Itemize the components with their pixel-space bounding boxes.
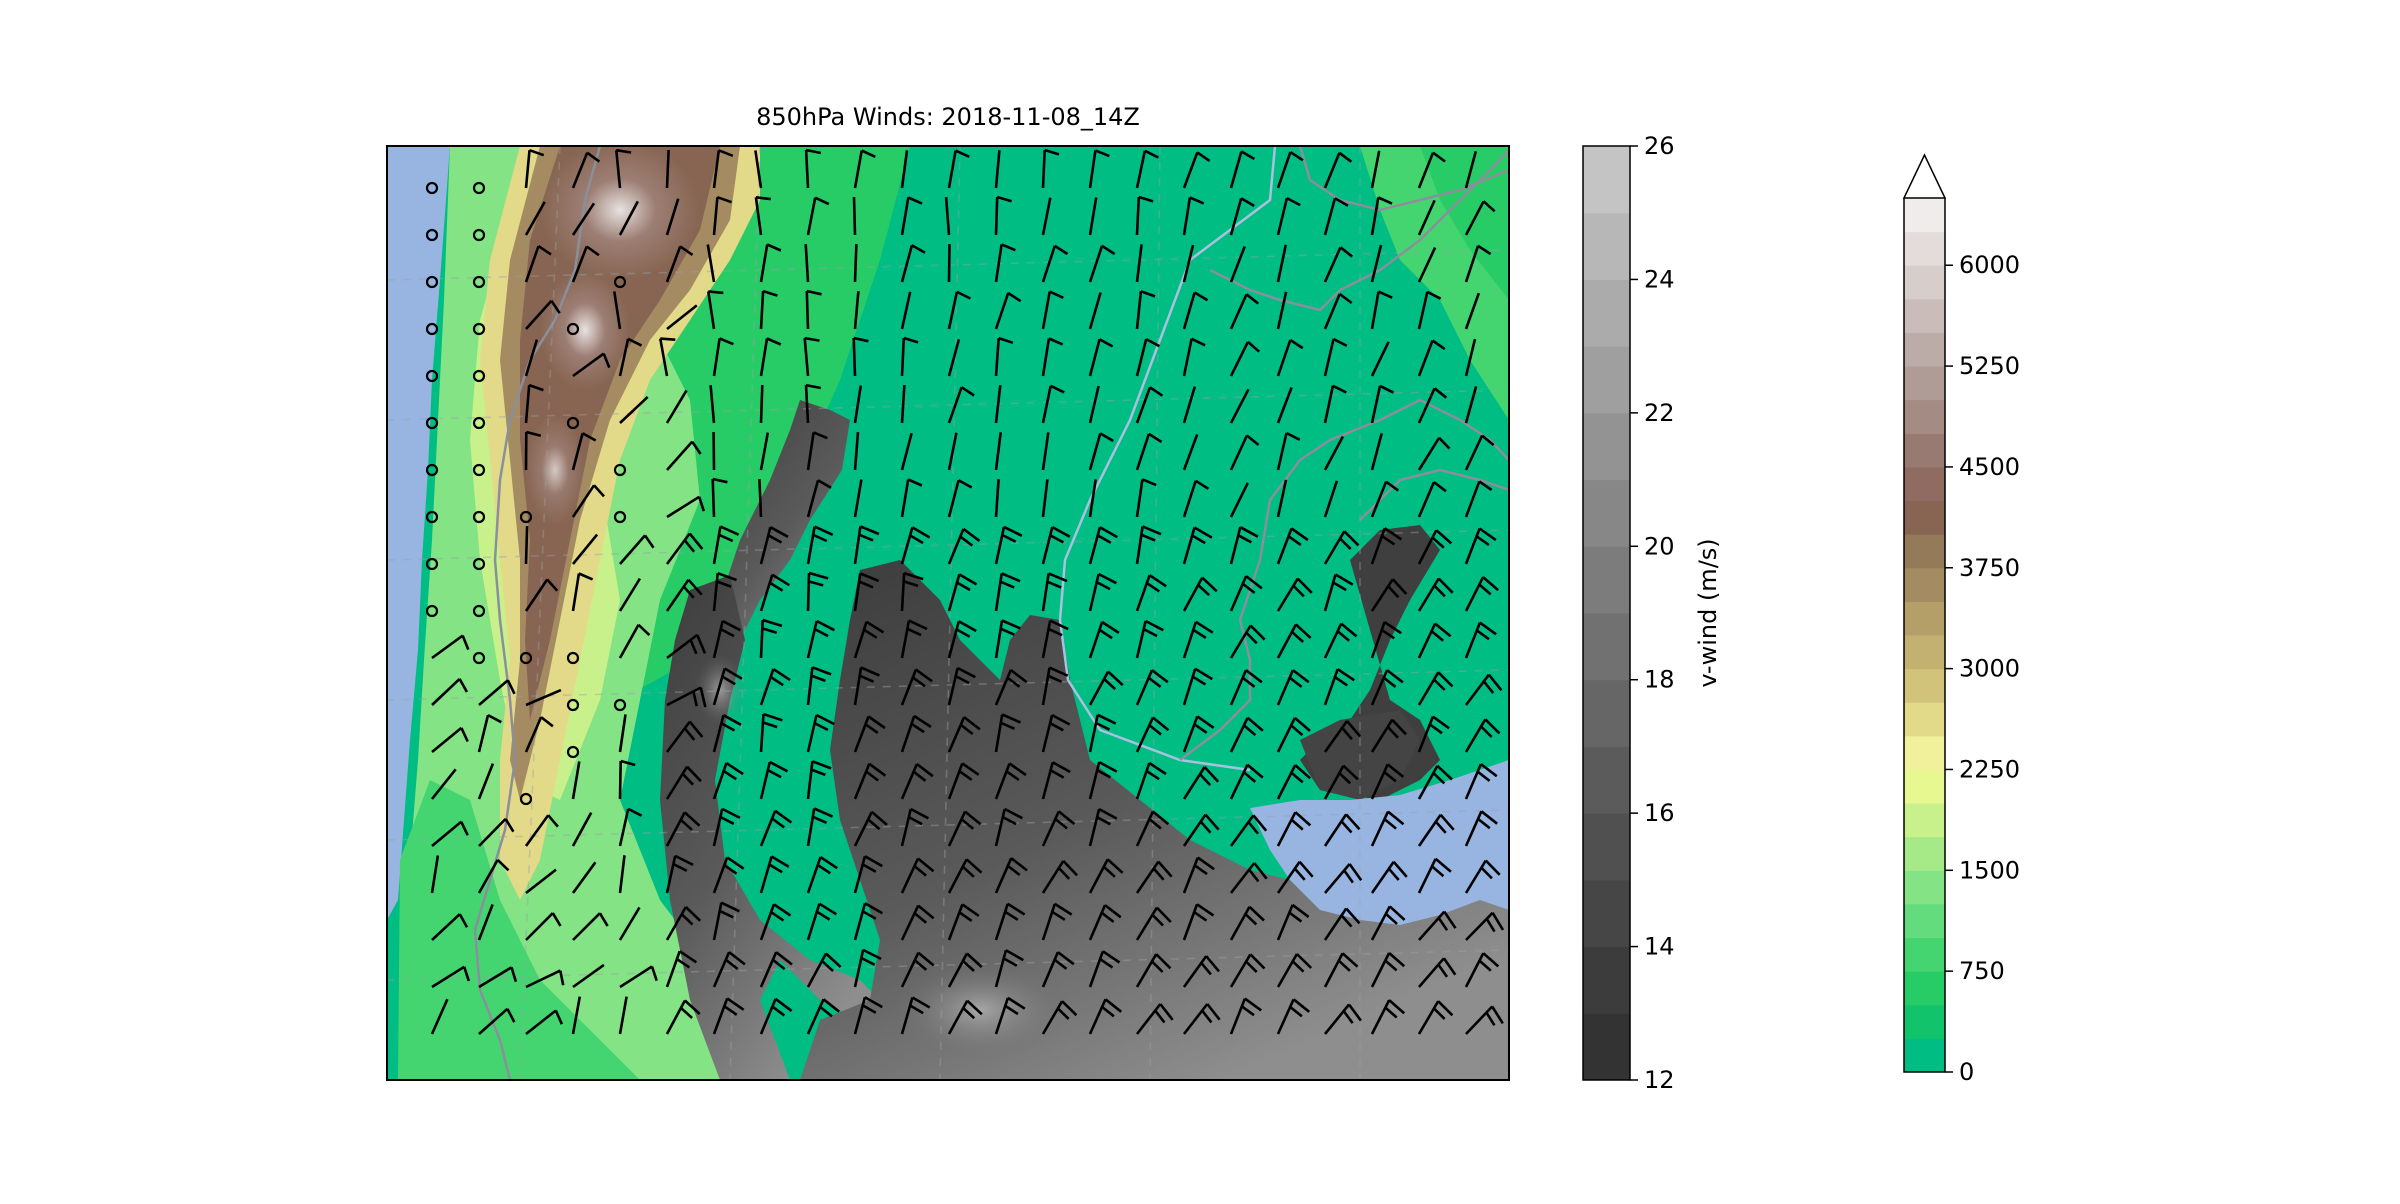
terrain-colorbar-level	[1904, 971, 1945, 1005]
wind-barb	[526, 526, 527, 564]
wind-barb	[854, 197, 855, 235]
wind-barb-staff	[526, 526, 527, 564]
terrain-colorbar-level	[1904, 870, 1945, 904]
vwind-colorbar-level	[1583, 680, 1630, 747]
wind-barb-feather	[756, 197, 771, 199]
wind-barb	[855, 244, 856, 282]
terrain-colorbar-tick-label: 0	[1959, 1058, 1974, 1086]
vwind-colorbar-tick-label: 16	[1644, 799, 1675, 827]
terrain-colorbar-level	[1904, 736, 1945, 770]
terrain-colorbar-level	[1904, 198, 1945, 232]
wind-barb	[949, 244, 950, 282]
wind-barb-staff	[761, 385, 762, 423]
terrain-colorbar-tick-label: 750	[1959, 957, 2005, 985]
vwind-colorbar-tick-label: 20	[1644, 532, 1675, 560]
vwind-colorbar-tick-label: 18	[1644, 666, 1675, 694]
wind-barb-feather	[660, 339, 675, 340]
wind-barb-staff	[713, 479, 714, 517]
terrain-colorbar-level	[1904, 904, 1945, 938]
terrain-colorbar-tick-label: 1500	[1959, 856, 2020, 884]
wind-barb-staff	[807, 291, 808, 329]
terrain-colorbar-level	[1904, 400, 1945, 434]
wind-barb-staff	[761, 620, 763, 658]
vwind-colorbar-label: v-wind (m/s)	[1694, 538, 1722, 687]
vwind-colorbar-tick-label: 12	[1644, 1066, 1675, 1094]
wind-barb-staff	[996, 197, 997, 235]
vwind-colorbar-level	[1583, 279, 1630, 346]
vwind-colorbar: 12 14 16 18 20 22 24 26	[1583, 132, 1675, 1094]
terrain-colorbar-tick-label: 3750	[1959, 554, 2020, 582]
terrain-colorbar-level	[1904, 433, 1945, 467]
wind-barb-feather	[708, 291, 723, 293]
terrain-colorbar-tick-label: 4500	[1959, 453, 2020, 481]
wind-barb-staff	[808, 573, 809, 611]
vwind-colorbar-level	[1583, 480, 1630, 547]
terrain-colorbar-level	[1904, 1038, 1945, 1072]
vwind-colorbar-level	[1583, 1013, 1630, 1080]
terrain-colorbar-tick-label: 5250	[1959, 352, 2020, 380]
terrain-colorbar-level	[1904, 534, 1945, 568]
chart-title: 850hPa Winds: 2018-11-08_14Z	[756, 103, 1140, 131]
vwind-colorbar-level	[1583, 813, 1630, 880]
wind-barb-staff	[620, 761, 621, 799]
wind-barb-staff	[1043, 150, 1045, 188]
terrain-colorbar: 0 750 1500 2250 3000 3750 4500 5250 6000	[1904, 155, 2020, 1086]
wind-barb	[761, 385, 762, 423]
terrain-colorbar-level	[1904, 635, 1945, 669]
wind-barb-staff	[759, 479, 761, 517]
vwind-colorbar-tick-label: 14	[1644, 933, 1675, 961]
vwind-colorbar-level	[1583, 413, 1630, 480]
terrain-colorbar-level	[1904, 1005, 1945, 1039]
vwind-colorbar-level	[1583, 146, 1630, 213]
vwind-colorbar-level	[1583, 613, 1630, 680]
terrain-colorbar-level	[1904, 938, 1945, 972]
vwind-colorbar-tick-label: 24	[1644, 265, 1675, 293]
andes-snow-cap-south	[525, 415, 585, 525]
terrain-colorbar-level	[1904, 601, 1945, 635]
terrain-colorbar-level	[1904, 265, 1945, 299]
terrain-colorbar-level	[1904, 232, 1945, 266]
wind-barb-staff	[949, 244, 950, 282]
vwind-colorbar-level	[1583, 346, 1630, 413]
vwind-colorbar-level	[1583, 746, 1630, 813]
terrain-colorbar-level	[1904, 702, 1945, 736]
terrain-colorbar-extend-arrow	[1904, 155, 1945, 198]
wind-barb-staff	[1137, 197, 1139, 235]
vwind-colorbar-level	[1583, 880, 1630, 947]
terrain-colorbar-tick-label: 2250	[1959, 755, 2020, 783]
wind-barb-staff	[902, 338, 904, 376]
terrain-colorbar-tick-label: 6000	[1959, 251, 2020, 279]
terrain-colorbar-tick-label: 3000	[1959, 655, 2020, 683]
wind-barb	[759, 479, 761, 517]
wind-barb-staff	[855, 244, 856, 282]
wind-barb-staff	[667, 150, 669, 188]
terrain-colorbar-level	[1904, 568, 1945, 602]
vwind-colorbar-tick-label: 26	[1644, 132, 1675, 160]
vwind-colorbar-level	[1583, 213, 1630, 280]
terrain-colorbar-level	[1904, 467, 1945, 501]
terrain-colorbar-level	[1904, 769, 1945, 803]
terrain-colorbar-level	[1904, 803, 1945, 837]
terrain-colorbar-level	[1904, 501, 1945, 535]
map-panel	[387, 140, 1509, 1080]
terrain-colorbar-level	[1904, 837, 1945, 871]
terrain-colorbar-level	[1904, 669, 1945, 703]
wind-barb-staff	[854, 338, 855, 376]
vwind-colorbar-level	[1583, 947, 1630, 1014]
wind-barb	[667, 150, 669, 188]
terrain-colorbar-level	[1904, 332, 1945, 366]
wind-barb-staff	[854, 197, 855, 235]
vwind-colorbar-tick-label: 22	[1644, 399, 1675, 427]
andes-snow-cap-middle	[540, 270, 630, 390]
vwind-colorbar-level	[1583, 546, 1630, 613]
terrain-colorbar-level	[1904, 299, 1945, 333]
terrain-colorbar-level	[1904, 366, 1945, 400]
